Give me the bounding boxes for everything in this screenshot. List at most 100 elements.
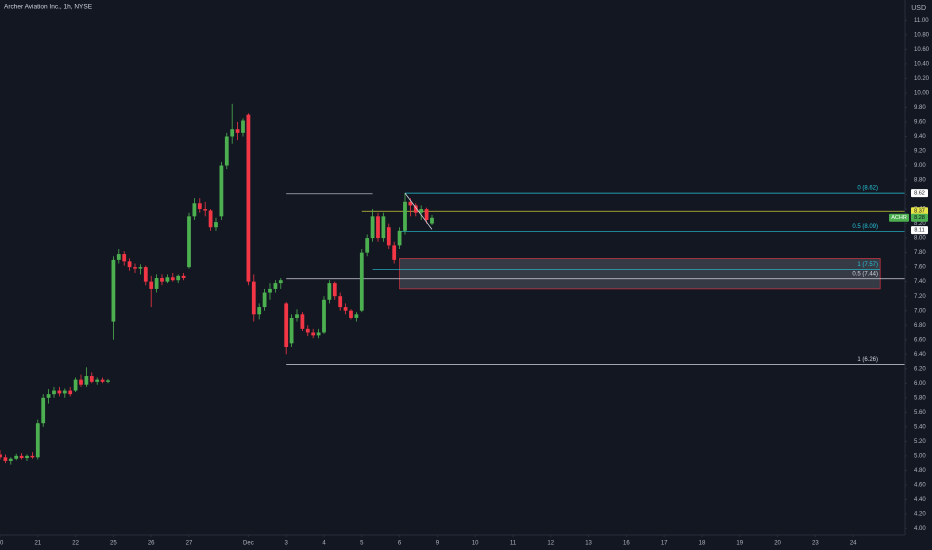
candle-body bbox=[343, 307, 348, 311]
candle-body bbox=[208, 210, 213, 228]
candle-body bbox=[62, 390, 67, 394]
y-tick-label: 4.60 bbox=[914, 482, 926, 488]
trendline bbox=[404, 192, 433, 230]
candle-body bbox=[257, 307, 262, 315]
candle-body bbox=[408, 201, 413, 206]
candle-body bbox=[30, 455, 35, 458]
candle-body bbox=[149, 281, 154, 289]
price-tag bbox=[911, 189, 928, 198]
candle-body bbox=[192, 203, 197, 217]
plot-area: 0 (8.62) 0.5 (8.09) 1 (7.57) 0.5 (7.44) 1 (6… bbox=[0, 103, 905, 465]
candle-body bbox=[327, 283, 332, 300]
candle-body bbox=[0, 454, 2, 458]
x-tick-label: 18 bbox=[699, 541, 706, 547]
y-tick-label: 10.80 bbox=[914, 32, 930, 38]
candle-body bbox=[230, 129, 235, 137]
x-tick-label: 13 bbox=[585, 541, 592, 547]
candle-body bbox=[392, 245, 397, 260]
candle-body bbox=[41, 397, 46, 424]
price-tag-label: 8.28 bbox=[914, 215, 925, 221]
candle-body bbox=[241, 120, 245, 133]
candle-body bbox=[386, 227, 391, 246]
candle-body bbox=[52, 390, 56, 395]
price-tag bbox=[911, 213, 928, 222]
x-tick-label: 27 bbox=[186, 541, 193, 547]
candle-body bbox=[397, 230, 402, 246]
candle-body bbox=[273, 283, 278, 289]
x-tick-label: 17 bbox=[661, 541, 668, 547]
candle-body bbox=[224, 136, 229, 166]
candle-body bbox=[111, 259, 116, 322]
candle-body bbox=[143, 267, 148, 282]
x-tick-label: 21 bbox=[34, 541, 41, 547]
level-label: 0 (8.62) bbox=[857, 186, 878, 192]
candle-body bbox=[203, 209, 208, 211]
x-tick-label: 6 bbox=[398, 541, 402, 547]
y-tick-label: 5.60 bbox=[914, 410, 926, 416]
candle-body bbox=[57, 390, 62, 394]
y-tick-label: 7.60 bbox=[914, 265, 926, 271]
candle-body bbox=[176, 275, 181, 281]
x-tick-label: 22 bbox=[72, 541, 79, 547]
price-tag-label: 8.11 bbox=[914, 228, 924, 234]
y-tick-label: 10.20 bbox=[914, 76, 930, 82]
level-label: 1 (7.57) bbox=[857, 262, 878, 268]
candle-body bbox=[84, 376, 89, 385]
candle-body bbox=[100, 379, 105, 382]
y-tick-label: 7.20 bbox=[914, 294, 926, 300]
candle-body bbox=[165, 277, 170, 282]
x-tick-label: Dec bbox=[243, 541, 254, 547]
candle-body bbox=[332, 283, 337, 297]
y-tick-label: 5.00 bbox=[914, 453, 926, 459]
x-tick-label: 3 bbox=[285, 541, 289, 547]
y-tick-label: 6.20 bbox=[914, 366, 926, 372]
y-tick-label: 8.00 bbox=[914, 236, 926, 242]
candle-body bbox=[338, 296, 343, 308]
candle-body bbox=[25, 455, 29, 459]
y-tick-label: 10.00 bbox=[914, 90, 930, 96]
candle-body bbox=[214, 222, 218, 228]
candle-body bbox=[181, 275, 186, 279]
y-tick-label: 10.40 bbox=[914, 61, 930, 67]
x-tick-label: 10 bbox=[472, 541, 479, 547]
x-tick-label: 19 bbox=[736, 541, 743, 547]
y-tick-label: 10.60 bbox=[914, 47, 930, 53]
y-tick-label: 9.60 bbox=[914, 120, 926, 126]
candle-body bbox=[154, 278, 159, 289]
y-tick-label: 8.20 bbox=[914, 221, 926, 227]
y-tick-label: 9.80 bbox=[914, 105, 926, 111]
symbol-tag bbox=[889, 213, 909, 222]
candle-body bbox=[295, 314, 299, 318]
x-tick-label: 5 bbox=[360, 541, 364, 547]
y-tick-label: 6.80 bbox=[914, 323, 926, 329]
candle-body bbox=[89, 376, 94, 382]
candle-body bbox=[278, 280, 283, 284]
candle-body bbox=[235, 129, 240, 133]
y-tick-label: 4.40 bbox=[914, 497, 926, 503]
x-tick-label: 24 bbox=[850, 541, 857, 547]
zone-box bbox=[399, 258, 881, 290]
candle-body bbox=[349, 310, 353, 318]
x-tick-label: 9 bbox=[436, 541, 440, 547]
symbol-tag-label: ACHR bbox=[891, 215, 907, 221]
candle-body bbox=[79, 379, 83, 385]
candle-body bbox=[316, 332, 321, 336]
candle-body bbox=[219, 165, 224, 217]
y-tick-label: 6.40 bbox=[914, 352, 926, 358]
candle-body bbox=[419, 209, 424, 213]
candle-body bbox=[127, 261, 132, 268]
candle-body bbox=[268, 288, 272, 293]
chart-title: Archer Aviation Inc., 1h, NYSE bbox=[4, 4, 93, 11]
y-tick-label: 9.00 bbox=[914, 163, 926, 169]
candle-body bbox=[365, 238, 370, 253]
candle-body bbox=[14, 455, 19, 459]
candle-body bbox=[197, 203, 202, 210]
y-tick-label: 6.60 bbox=[914, 337, 926, 343]
price-tag bbox=[911, 226, 928, 235]
candle-body bbox=[116, 254, 121, 260]
y-tick-label: 9.40 bbox=[914, 134, 926, 140]
candle-body bbox=[354, 314, 359, 318]
